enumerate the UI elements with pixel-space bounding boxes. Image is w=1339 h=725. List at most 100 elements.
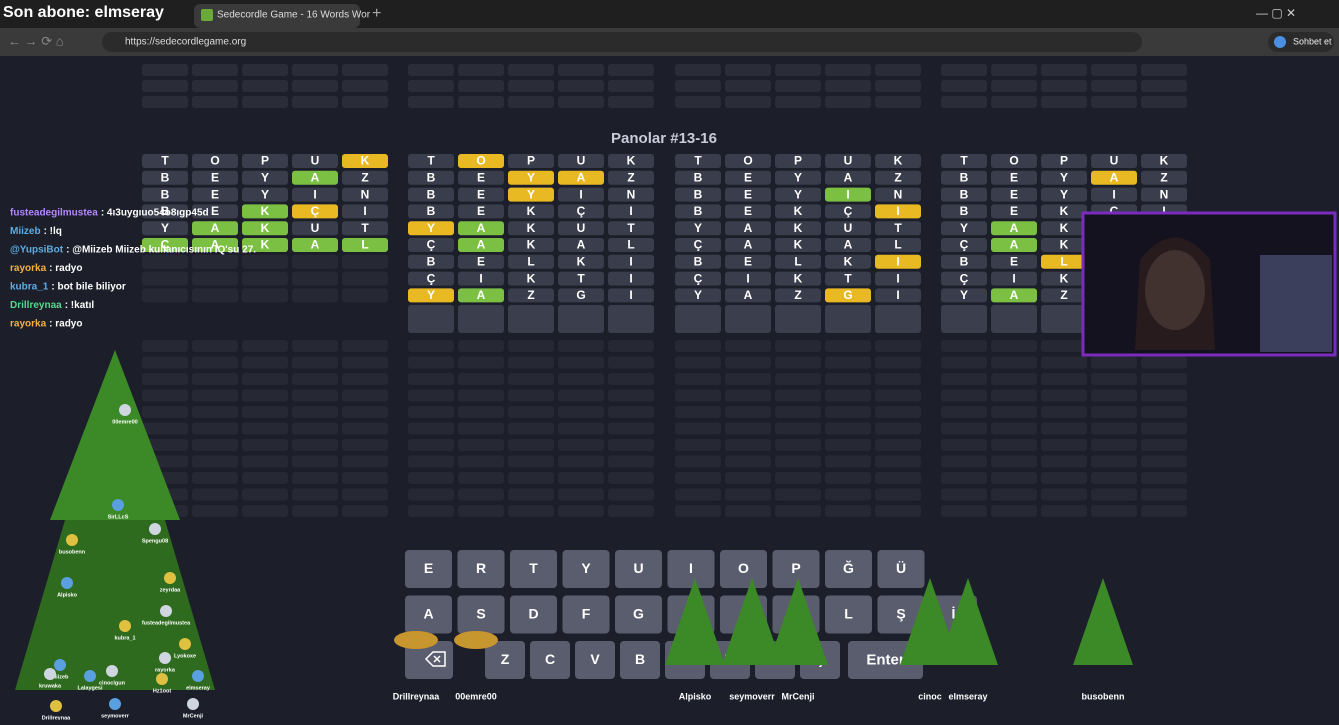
key-label[interactable]: A xyxy=(423,606,433,622)
empty-cell xyxy=(1041,80,1087,92)
key[interactable] xyxy=(510,595,557,634)
cell xyxy=(1141,187,1187,202)
window-controls[interactable]: — ▢ ✕ xyxy=(1256,6,1296,20)
cell-letter: O xyxy=(210,154,219,168)
key-label[interactable]: Ğ xyxy=(843,559,854,576)
key-label[interactable]: G xyxy=(633,606,644,622)
empty-cell xyxy=(192,472,238,484)
tree-name: Lyokoxe xyxy=(174,653,196,659)
key[interactable] xyxy=(405,595,452,634)
empty-cell xyxy=(725,505,771,517)
key[interactable] xyxy=(510,550,557,588)
empty-cell xyxy=(1041,373,1087,385)
key-label[interactable]: İ xyxy=(952,606,956,622)
empty-cell xyxy=(675,96,721,108)
key-label[interactable]: S xyxy=(476,606,485,622)
cell xyxy=(142,221,188,236)
nav-buttons[interactable]: ← → ⟳ ⌂ xyxy=(8,33,64,48)
empty-cell xyxy=(1041,439,1087,451)
key[interactable] xyxy=(877,595,925,634)
key-label[interactable]: Ü xyxy=(896,560,906,576)
key-label[interactable]: I xyxy=(689,560,693,576)
key-label[interactable]: E xyxy=(424,560,433,576)
key[interactable] xyxy=(485,641,525,679)
cell xyxy=(775,288,821,303)
cell-letter: K xyxy=(1060,271,1069,285)
empty-cell xyxy=(825,439,871,451)
active-tab[interactable] xyxy=(194,4,360,28)
key[interactable] xyxy=(772,550,820,588)
chat-button[interactable] xyxy=(1268,32,1334,52)
cell xyxy=(508,187,554,202)
key[interactable] xyxy=(457,595,505,634)
key[interactable] xyxy=(877,550,925,588)
empty-cell xyxy=(991,406,1037,418)
key-label[interactable]: Z xyxy=(501,651,510,667)
cell-letter: T xyxy=(894,221,902,235)
key[interactable] xyxy=(457,550,505,588)
empty-cell xyxy=(508,80,554,92)
key-label[interactable]: Enter xyxy=(866,651,905,668)
key[interactable] xyxy=(615,550,662,588)
key-label[interactable]: D xyxy=(528,606,538,622)
cell-letter: I xyxy=(363,204,366,218)
tree-name: seymoverr xyxy=(101,713,130,719)
empty-cell xyxy=(941,389,987,402)
key-label[interactable]: V xyxy=(590,651,600,667)
empty-cell xyxy=(192,406,238,418)
empty-cell xyxy=(875,356,921,369)
key[interactable] xyxy=(620,641,660,679)
cell xyxy=(875,154,921,168)
cell-letter: Y xyxy=(427,288,435,302)
cell-letter: Ç xyxy=(694,238,703,252)
key[interactable] xyxy=(530,641,570,679)
cell-letter: L xyxy=(627,238,634,252)
empty-cell xyxy=(875,96,921,108)
key[interactable] xyxy=(562,550,610,588)
key-label[interactable]: T xyxy=(529,560,538,576)
empty-cell xyxy=(508,389,554,402)
walker-name: seymoverr xyxy=(729,691,775,701)
empty-cell xyxy=(558,439,604,451)
key[interactable] xyxy=(405,550,452,588)
chat-button-label[interactable]: Sohbet et xyxy=(1293,36,1332,46)
empty-cell xyxy=(608,96,654,108)
key[interactable] xyxy=(615,595,662,634)
cell xyxy=(458,288,504,303)
tab-title[interactable]: Sedecordle Game - 16 Words Wor xyxy=(217,10,371,21)
ornament xyxy=(84,670,96,682)
key-label[interactable]: B xyxy=(635,651,645,667)
key[interactable] xyxy=(575,641,615,679)
key-label[interactable]: Ş xyxy=(896,606,905,622)
cell xyxy=(725,221,771,236)
cell xyxy=(458,187,504,202)
key-label[interactable]: U xyxy=(633,560,643,576)
key-label[interactable]: L xyxy=(844,606,853,622)
key-label[interactable]: F xyxy=(582,606,591,622)
cell xyxy=(991,187,1037,202)
url[interactable]: https://sedecordlegame.org xyxy=(125,37,246,48)
cell-letter: K xyxy=(527,271,536,285)
key[interactable] xyxy=(562,595,610,634)
address-bar[interactable] xyxy=(102,32,1142,52)
empty-cell xyxy=(342,340,388,352)
key[interactable] xyxy=(720,550,767,588)
new-tab[interactable]: + xyxy=(372,5,381,22)
key-label[interactable]: O xyxy=(738,560,749,576)
key-label[interactable]: P xyxy=(791,560,800,576)
cell xyxy=(725,271,771,286)
key[interactable] xyxy=(848,641,923,679)
key[interactable] xyxy=(825,595,872,634)
backspace-key[interactable] xyxy=(405,641,453,679)
key-label[interactable]: C xyxy=(545,651,555,667)
empty-cell xyxy=(825,80,871,92)
key-label[interactable]: R xyxy=(476,560,486,576)
empty-cell xyxy=(508,96,554,108)
key[interactable] xyxy=(667,550,715,588)
key-label[interactable]: Y xyxy=(581,560,591,576)
cell xyxy=(608,204,654,219)
empty-cell xyxy=(1041,340,1087,352)
empty-cell xyxy=(1091,389,1137,402)
key[interactable] xyxy=(825,550,872,588)
walker-name: Alpisko xyxy=(679,691,712,701)
